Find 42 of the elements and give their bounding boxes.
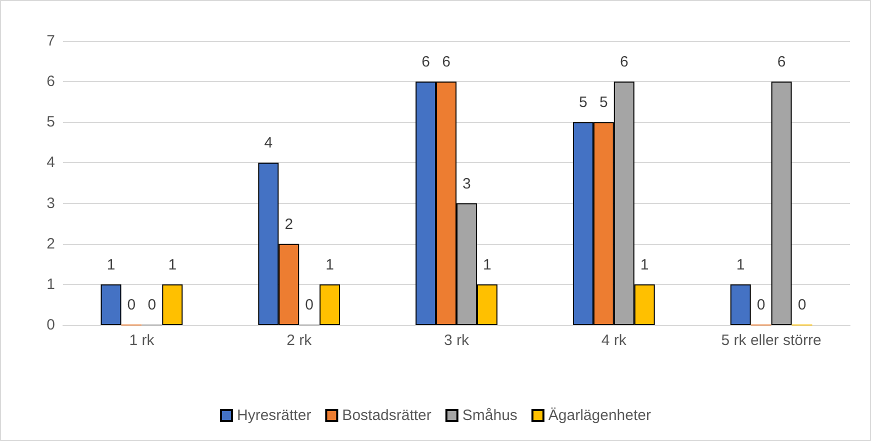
y-tick-label: 2 [46,235,55,252]
y-tick-label: 4 [46,154,55,172]
data-label: 6 [777,54,786,71]
bar [100,284,122,325]
bar [771,82,792,325]
x-tick-label: 2 rk [286,332,312,349]
data-label: 1 [106,256,116,274]
data-label: 3 [462,175,471,192]
y-tick-label: 5 [46,114,55,131]
legend-label: Hyresrätter [237,407,312,424]
data-label: 1 [736,256,745,274]
legend-label: Bostadsrätter [342,407,432,424]
data-label: 1 [326,256,334,274]
data-label: 0 [798,296,806,314]
data-label: 5 [599,94,608,112]
data-label: 1 [168,256,177,274]
data-label: 6 [422,54,430,71]
y-tick-label: 1 [46,276,55,293]
data-label: 0 [148,296,156,314]
bar [162,284,183,325]
data-label: 1 [483,256,492,274]
bar [320,284,340,325]
y-tick-label: 3 [46,194,55,212]
y-tick-label: 0 [46,316,55,334]
data-label: 4 [264,134,273,152]
data-label: 6 [442,54,450,71]
data-label: 0 [305,296,314,314]
legend-label: Småhus [462,407,518,424]
y-tick-label: 7 [46,32,55,50]
data-label: 1 [640,256,649,274]
x-tick-label: 5 rk eller större [721,332,822,349]
data-label: 5 [579,94,588,112]
data-label: 0 [756,296,766,314]
x-tick-label: 3 rk [444,332,470,349]
legend-label: Ägarlägenheter [548,407,651,424]
data-label: 2 [284,216,294,233]
y-tick-label: 6 [46,73,55,90]
data-label: 0 [127,296,136,314]
bar [730,284,751,325]
data-label: 6 [620,54,628,71]
x-tick-label: 4 rk [601,332,627,349]
x-tick-label: 1 rk [129,332,155,349]
